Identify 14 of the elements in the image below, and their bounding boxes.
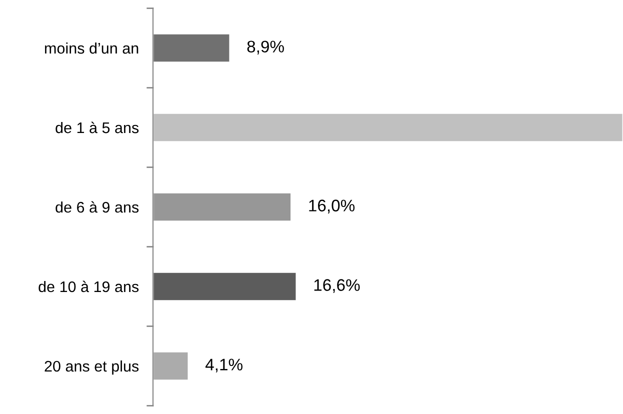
data-label: 4,1% <box>205 358 242 372</box>
bar <box>153 33 231 64</box>
y-tick-label: moins d’un an <box>45 42 138 54</box>
data-label: 16,6% <box>314 279 360 293</box>
data-label: 16,0% <box>309 200 355 214</box>
bar <box>153 192 292 222</box>
bar <box>153 271 298 302</box>
bar <box>153 350 190 381</box>
data-label: 8,9% <box>247 40 284 54</box>
y-tick-label: de 1 à 5 ans <box>56 122 139 134</box>
y-tick-label: de 6 à 9 ans <box>56 201 139 213</box>
bar <box>153 112 623 143</box>
y-tick-label: de 10 à 19 ans <box>38 280 139 292</box>
y-tick-label: 20 ans et plus <box>44 360 139 375</box>
